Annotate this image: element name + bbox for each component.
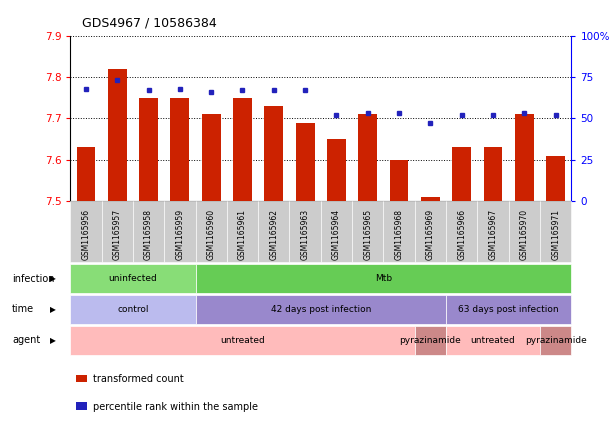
- Bar: [296, 123, 315, 201]
- Text: GSM1165961: GSM1165961: [238, 209, 247, 260]
- Text: pyrazinamide: pyrazinamide: [525, 336, 587, 345]
- Text: GSM1165969: GSM1165969: [426, 209, 435, 260]
- Text: untreated: untreated: [470, 336, 515, 345]
- Text: GSM1165958: GSM1165958: [144, 209, 153, 260]
- Text: ▶: ▶: [50, 274, 56, 283]
- Text: ▶: ▶: [50, 336, 56, 345]
- Text: GSM1165960: GSM1165960: [207, 209, 216, 260]
- Text: GSM1165957: GSM1165957: [113, 209, 122, 260]
- Text: GSM1165962: GSM1165962: [269, 209, 278, 260]
- Bar: [484, 147, 502, 201]
- Text: percentile rank within the sample: percentile rank within the sample: [93, 402, 258, 412]
- Bar: [76, 147, 95, 201]
- Bar: [359, 114, 377, 201]
- Text: GSM1165968: GSM1165968: [395, 209, 403, 260]
- Text: 42 days post infection: 42 days post infection: [271, 305, 371, 314]
- Text: GSM1165966: GSM1165966: [457, 209, 466, 260]
- Bar: [421, 197, 440, 201]
- Bar: [139, 98, 158, 201]
- Text: GSM1165967: GSM1165967: [489, 209, 497, 260]
- Text: infection: infection: [12, 274, 55, 283]
- Text: GDS4967 / 10586384: GDS4967 / 10586384: [82, 17, 218, 30]
- Bar: [265, 106, 284, 201]
- Bar: [170, 98, 189, 201]
- Text: GSM1165964: GSM1165964: [332, 209, 341, 260]
- Text: GSM1165963: GSM1165963: [301, 209, 310, 260]
- Text: Mtb: Mtb: [375, 274, 392, 283]
- Bar: [452, 147, 471, 201]
- Text: GSM1165956: GSM1165956: [81, 209, 90, 260]
- Bar: [327, 139, 346, 201]
- Text: GSM1165959: GSM1165959: [175, 209, 185, 260]
- Bar: [233, 98, 252, 201]
- Bar: [202, 114, 221, 201]
- Text: control: control: [117, 305, 148, 314]
- Text: GSM1165970: GSM1165970: [520, 209, 529, 260]
- Text: 63 days post infection: 63 days post infection: [458, 305, 559, 314]
- Text: uninfected: uninfected: [109, 274, 157, 283]
- Bar: [546, 156, 565, 201]
- Text: agent: agent: [12, 335, 40, 345]
- Text: untreated: untreated: [220, 336, 265, 345]
- Text: time: time: [12, 305, 34, 314]
- Bar: [515, 114, 534, 201]
- Bar: [108, 69, 126, 201]
- Text: ▶: ▶: [50, 305, 56, 314]
- Text: GSM1165965: GSM1165965: [364, 209, 372, 260]
- Text: pyrazinamide: pyrazinamide: [400, 336, 461, 345]
- Text: GSM1165971: GSM1165971: [551, 209, 560, 260]
- Text: transformed count: transformed count: [93, 374, 185, 385]
- Bar: [390, 159, 409, 201]
